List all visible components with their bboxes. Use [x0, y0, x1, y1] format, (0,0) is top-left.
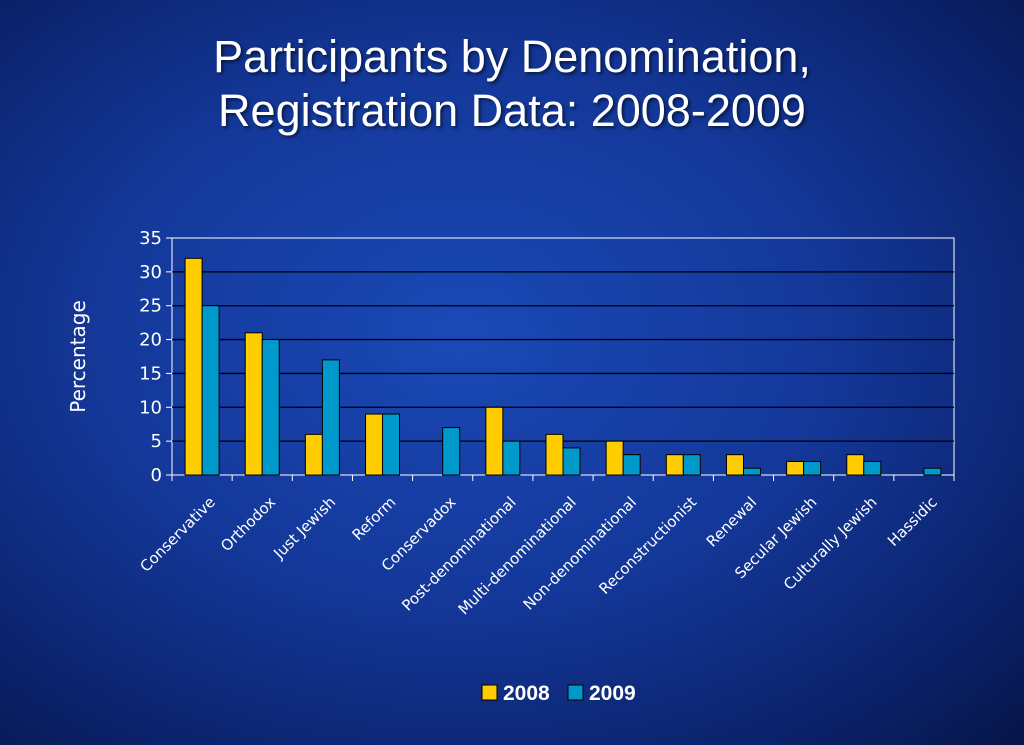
bar-2008-6: [545, 433, 564, 476]
bar-2009-0: [201, 305, 220, 476]
bar-2009-5: [502, 440, 521, 476]
bar-2008-10: [786, 460, 805, 476]
bar-2008-11: [846, 454, 865, 476]
bar-2008-8: [665, 454, 684, 476]
slide-title: Participants by Denomination, Registrati…: [0, 30, 1024, 138]
x-category-label-12: Hassidic: [884, 493, 941, 550]
x-category-label-3: Reform: [348, 493, 399, 544]
y-tick-label-30: 30: [139, 262, 162, 283]
y-tick-label-35: 35: [139, 228, 162, 249]
slide-title-line-1: Participants by Denomination,: [213, 31, 811, 82]
bar-2009-7: [622, 454, 641, 476]
legend-swatch-2008: [481, 684, 498, 701]
x-category-label-9: Renewal: [703, 493, 761, 551]
y-axis-title: Percentage: [66, 300, 90, 413]
bar-2008-0: [184, 257, 203, 476]
x-category-label-7: Non-denominational: [520, 493, 640, 613]
bar-2009-12: [923, 467, 942, 476]
bar-2009-1: [261, 339, 280, 476]
y-tick-label-10: 10: [139, 397, 162, 418]
y-tick-label-0: 0: [151, 465, 162, 486]
bar-2009-11: [863, 460, 882, 476]
bar-2008-5: [485, 406, 504, 476]
bar-2009-6: [562, 447, 581, 476]
x-category-label-6: Multi-denominational: [455, 493, 580, 618]
legend-swatch-2009: [567, 684, 584, 701]
y-tick-label-25: 25: [139, 296, 162, 317]
y-tick-label-20: 20: [139, 330, 162, 351]
bar-2008-9: [725, 454, 744, 476]
legend-label-2009: 2009: [589, 682, 636, 705]
bar-2008-2: [304, 433, 323, 476]
bar-2009-10: [803, 460, 822, 476]
y-tick-label-5: 5: [151, 431, 162, 452]
bar-2008-3: [365, 413, 384, 476]
bar-2009-8: [682, 454, 701, 476]
legend-label-2008: 2008: [503, 682, 550, 705]
bar-2009-9: [742, 467, 761, 476]
bar-2008-7: [605, 440, 624, 476]
slide-title-line-2: Registration Data: 2008-2009: [218, 85, 806, 136]
y-tick-label-15: 15: [139, 363, 162, 384]
bar-2009-2: [321, 359, 340, 476]
x-category-label-2: Just Jewish: [269, 493, 339, 563]
bar-2009-3: [382, 413, 401, 476]
bar-2009-4: [442, 427, 461, 476]
x-category-label-0: Conservative: [136, 493, 218, 575]
x-category-label-5: Post-denominational: [398, 493, 519, 614]
bar-2008-1: [244, 332, 263, 476]
x-category-label-1: Orthodox: [217, 493, 279, 555]
